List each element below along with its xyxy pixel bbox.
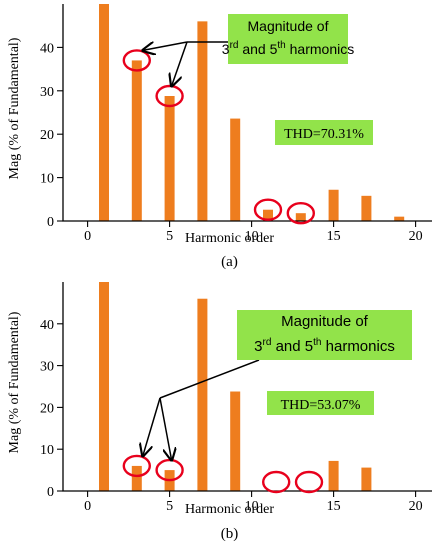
x-tick-label: 5 <box>166 499 173 514</box>
y-tick-label: 20 <box>40 128 54 143</box>
x-tick-label: 20 <box>409 499 423 514</box>
y-tick-label: 10 <box>40 443 54 458</box>
annotation-mid: and 5 <box>238 41 277 57</box>
annotation-line-2: 3rd and 5th harmonics <box>254 337 395 355</box>
x-tick-label: 15 <box>327 229 341 244</box>
chart-panel-b: 0 5 10 15 20 0 10 20 30 40 Harmonic order Mag (% of… <box>7 282 432 542</box>
bar-h1 <box>99 4 109 221</box>
y-axis-label: Mag (% of Fundamental) <box>7 311 22 453</box>
annotation-arrow <box>159 397 172 460</box>
annotation-line-2: 3rd and 5th harmonics <box>222 40 354 57</box>
x-tick-label: 20 <box>409 229 423 244</box>
bar-h7 <box>197 298 208 491</box>
annotation-arrow <box>143 397 161 456</box>
y-tick-label: 10 <box>40 172 54 187</box>
bar-h9 <box>230 118 241 221</box>
annotation-n3: 3 <box>222 41 230 57</box>
annotation-tail: harmonics <box>286 41 354 57</box>
thd-label: THD=70.31% <box>284 127 364 142</box>
chart-panel-a: 0 5 10 15 20 0 10 20 30 40 Harmonic order Mag (% of… <box>7 4 432 270</box>
annotation-box <box>237 310 412 360</box>
y-tick-label: 40 <box>40 41 54 56</box>
bar-h3 <box>131 60 142 221</box>
y-tick-label: 30 <box>40 360 54 375</box>
bar-h9 <box>230 391 241 491</box>
x-tick-label: 10 <box>245 499 259 514</box>
bar-h5 <box>164 96 175 221</box>
annotation-line-1: Magnitude of <box>248 18 329 34</box>
annotation-sup5: th <box>313 337 321 348</box>
y-tick-label: 0 <box>47 215 54 230</box>
y-axis-label: Mag (% of Fundamental) <box>7 37 22 179</box>
annotation-arrow <box>143 41 188 50</box>
bar-h19 <box>394 216 405 221</box>
x-axis-label: Harmonic order <box>185 231 274 246</box>
annotation-line-1: Magnitude of <box>281 313 369 330</box>
annotation-sup3: rd <box>263 337 272 348</box>
bar-h3 <box>131 465 142 491</box>
x-tick-label: 0 <box>84 499 91 514</box>
bar-h7 <box>197 21 208 221</box>
x-tick-label: 5 <box>166 229 173 244</box>
x-tick-label: 10 <box>245 229 259 244</box>
bar-h11 <box>263 209 273 221</box>
annotation-mid: and 5 <box>271 338 313 355</box>
annotation-sup5: th <box>277 40 285 51</box>
y-tick-label: 20 <box>40 401 54 416</box>
thd-label: THD=53.07% <box>281 398 361 413</box>
panel-label: (a) <box>221 254 238 270</box>
bar-h13 <box>295 213 306 221</box>
bar-h17 <box>361 195 372 221</box>
thd-box <box>267 391 374 415</box>
highlight-circle <box>122 454 152 478</box>
bar-h15 <box>328 189 339 221</box>
annotation-arrow <box>172 41 188 86</box>
annotation-sup3: rd <box>230 40 239 51</box>
annotation-n3: 3 <box>254 338 262 355</box>
highlight-circle <box>122 49 152 72</box>
thd-box <box>275 120 373 145</box>
highlight-circle <box>294 470 324 494</box>
annotation-connector <box>159 359 260 399</box>
y-tick-label: 40 <box>40 318 54 333</box>
highlight-circle <box>253 198 283 221</box>
bar-h15 <box>328 460 339 491</box>
x-axis-label: Harmonic order <box>185 502 274 517</box>
annotation-tail: harmonics <box>321 338 394 355</box>
y-tick-label: 30 <box>40 85 54 100</box>
x-tick-label: 0 <box>84 229 91 244</box>
highlight-circle <box>262 470 291 494</box>
x-tick-label: 15 <box>327 499 341 514</box>
annotation-box <box>228 14 348 64</box>
highlight-circle <box>286 201 315 225</box>
bar-h1 <box>99 282 109 491</box>
panel-label: (b) <box>221 526 239 542</box>
bar-h17 <box>361 467 372 491</box>
y-tick-label: 0 <box>47 485 54 500</box>
